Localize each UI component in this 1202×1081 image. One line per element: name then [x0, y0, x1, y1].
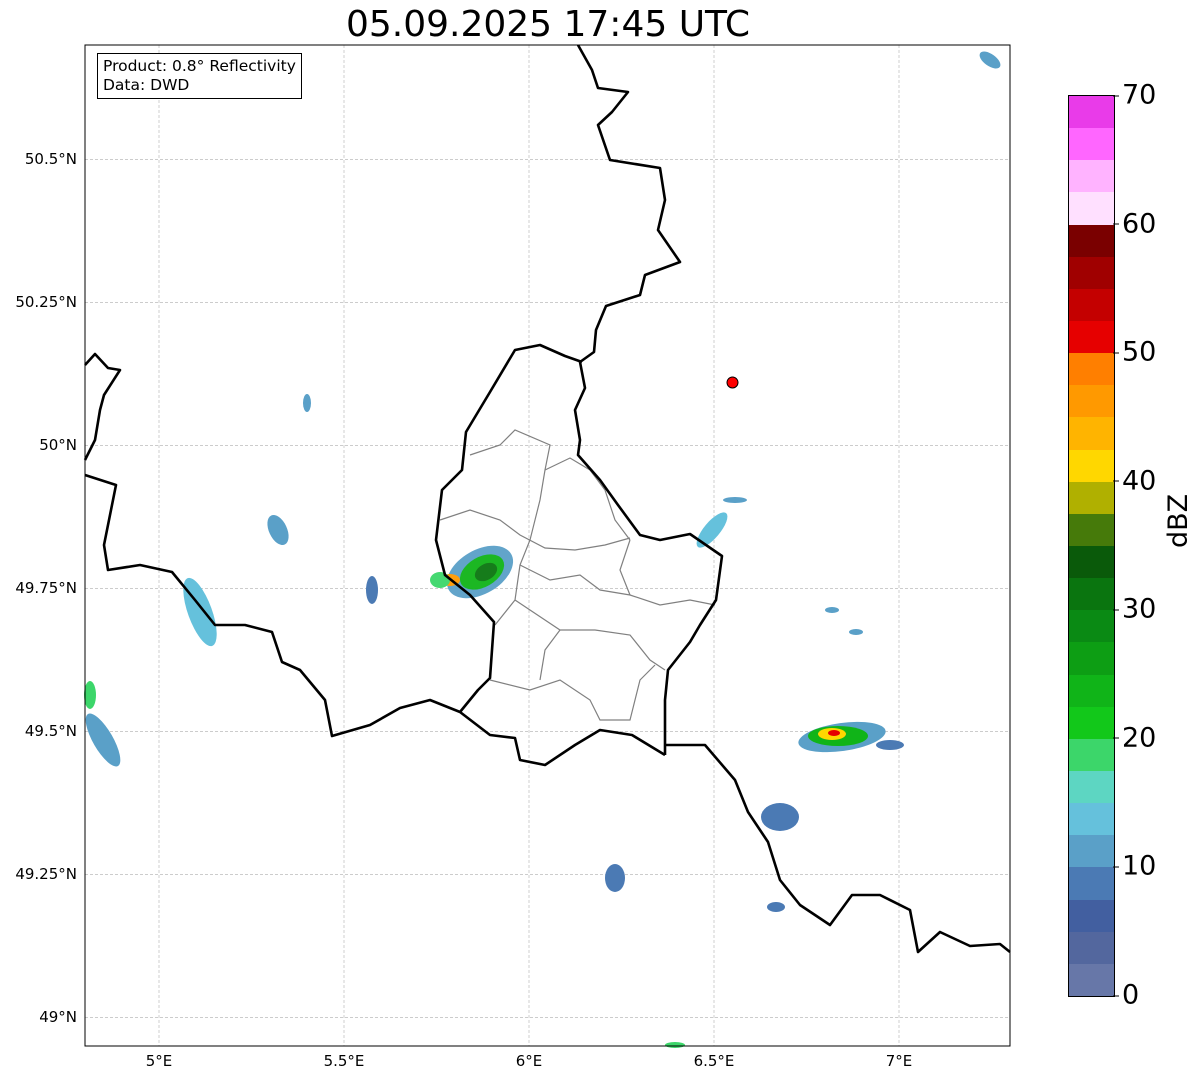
map-title: 05.09.2025 17:45 UTC [345, 4, 751, 45]
colorbar-segment [1069, 899, 1114, 932]
colorbar-segment [1069, 288, 1114, 322]
colorbar-segment [1069, 578, 1114, 611]
echo-cell [849, 629, 863, 635]
lon-label: 5.5°E [323, 1052, 365, 1070]
echo-cell [366, 576, 378, 604]
echo-cell [85, 713, 121, 767]
colorbar-segment [1069, 963, 1114, 996]
colorbar-segment [1069, 546, 1114, 579]
colorbar-segment [1069, 867, 1114, 900]
lat-label: 50.5°N [24, 150, 77, 169]
colorbar-segment [1069, 738, 1114, 772]
colorbar-segment [1069, 192, 1114, 225]
colorbar-tick: 0 [1112, 979, 1140, 1011]
legend-product: Product: 0.8° Reflectivity [103, 57, 296, 75]
colorbar-segment [1069, 674, 1114, 707]
colorbar-tick: 30 [1112, 593, 1157, 625]
echo-cell [979, 51, 1001, 69]
location-marker [726, 376, 739, 389]
colorbar-segment [1069, 771, 1114, 804]
colorbar-segment [1069, 256, 1114, 289]
admin-boundaries [439, 429, 716, 721]
colorbar-segment [1069, 160, 1114, 193]
colorbar-tick: 20 [1112, 722, 1157, 754]
echo-cell [761, 803, 799, 831]
echo-cell [84, 681, 96, 709]
lat-label: 49.25°N [15, 865, 77, 884]
colorbar-label: dBZ [1163, 493, 1194, 548]
lat-label: 50°N [39, 436, 77, 455]
colorbar-tick: 10 [1112, 850, 1157, 882]
colorbar-segment [1069, 642, 1114, 675]
colorbar-segment [1069, 835, 1114, 868]
colorbar-segment [1069, 706, 1114, 739]
lat-label: 49°N [39, 1008, 77, 1027]
lon-label: 5°E [145, 1052, 173, 1070]
colorbar-segment [1069, 931, 1114, 964]
colorbar-segment [1069, 385, 1114, 418]
lat-label: 50.25°N [15, 293, 77, 312]
colorbar-segment [1069, 803, 1114, 836]
lon-label: 6.5°E [693, 1052, 735, 1070]
colorbar-segment [1069, 128, 1114, 161]
colorbar-segment [1069, 449, 1114, 482]
echo-cell [665, 1042, 685, 1048]
echo-cell [605, 864, 625, 892]
legend-data-source: Data: DWD [103, 76, 190, 94]
colorbar-tick: 40 [1112, 465, 1157, 497]
product-legend: Product: 0.8° Reflectivity Data: DWD [97, 53, 302, 99]
map-frame [84, 44, 1011, 1047]
colorbar-segment [1069, 610, 1114, 643]
lon-label: 7°E [885, 1052, 913, 1070]
colorbar-segment [1069, 321, 1114, 354]
echo-cell [767, 902, 785, 912]
colorbar-segment [1069, 224, 1114, 257]
lon-label: 6°E [515, 1052, 543, 1070]
lat-label: 49.75°N [15, 579, 77, 598]
echo-cell [798, 721, 904, 753]
colorbar-segment [1069, 481, 1114, 514]
colorbar-segment [1069, 417, 1114, 450]
colorbar-segment [1069, 353, 1114, 386]
country-borders [83, 44, 1011, 954]
lat-label: 49.5°N [24, 722, 77, 741]
colorbar-tick: 50 [1112, 336, 1157, 368]
colorbar [1068, 95, 1115, 997]
echo-cell [723, 497, 747, 503]
echo-cell [267, 515, 289, 545]
echo-cell [696, 512, 728, 548]
echo-cell [303, 394, 311, 412]
echo-cell [825, 607, 839, 613]
colorbar-tick: 60 [1112, 208, 1157, 240]
colorbar-tick: 70 [1112, 79, 1157, 111]
colorbar-segment [1069, 513, 1114, 547]
radar-echoes [84, 51, 1001, 1048]
colorbar-segment [1069, 96, 1114, 129]
